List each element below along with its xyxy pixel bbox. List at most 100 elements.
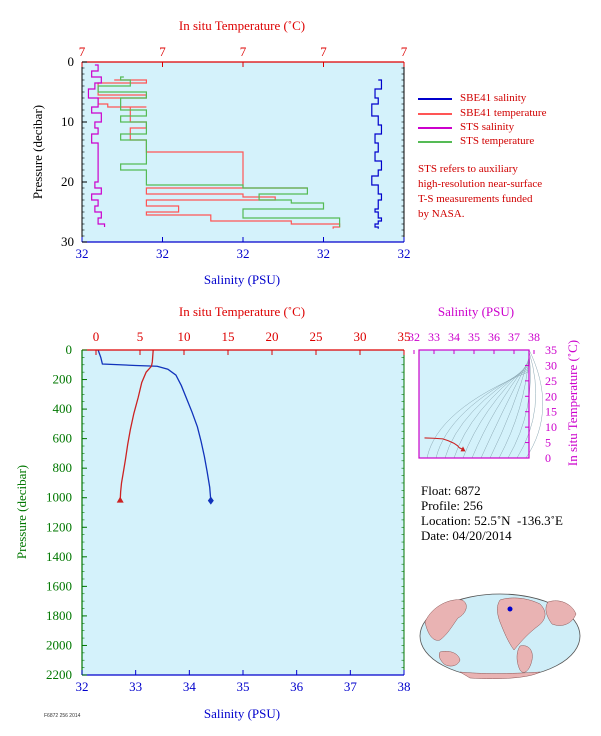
ts-x-tick-label: 34 <box>448 330 460 344</box>
density-contour <box>525 349 544 459</box>
ts-y-tick-label: 20 <box>545 389 557 403</box>
ts-y-tick-label: 35 <box>545 343 557 357</box>
left-tick-label: 10 <box>61 114 74 129</box>
bottom-tick-label: 32 <box>76 679 89 694</box>
location-label: Location: <box>421 513 471 528</box>
left-tick-label: 1600 <box>46 578 72 593</box>
ts-x-tick-label: 36 <box>488 330 500 344</box>
float-id-line: Float: 6872 <box>421 483 481 499</box>
density-contour <box>507 353 531 459</box>
full-depth-panel: 32 33 34 35 36 37 38 0 5 10 15 20 25 30 35 0 200 400 600 80… <box>46 329 411 694</box>
full-depth-plot-area <box>82 350 404 675</box>
date-line: Date: 04/20/2014 <box>421 528 512 544</box>
ts-y-tick-label: 5 <box>545 436 551 450</box>
top-tick-label: 7 <box>401 44 408 59</box>
map-landmass <box>545 600 577 626</box>
note-line: high-resolution near-surface <box>418 178 543 190</box>
series-line <box>97 76 341 227</box>
near-surface-y-axis-label: Pressure (decibar) <box>30 105 45 199</box>
top-tick-label: 15 <box>222 329 235 344</box>
near-surface-top-axis-label: In situ Temperature (˚C) <box>179 18 305 33</box>
top-tick-label: 30 <box>354 329 367 344</box>
float-label: Float: <box>421 483 452 498</box>
series-line <box>371 79 383 229</box>
date-label: Date: <box>421 528 450 543</box>
ts-y-tick-label: 25 <box>545 374 557 388</box>
ts-x-tick-label: 37 <box>508 330 520 344</box>
bottom-tick-label: 35 <box>237 679 250 694</box>
left-tick-label: 800 <box>53 460 73 475</box>
ts-x-axis-label: Salinity (PSU) <box>438 304 514 319</box>
legend-label: SBE41 salinity <box>460 92 527 104</box>
float-location-marker <box>507 606 513 612</box>
sts-note: STS refers to auxiliary high-resolution … <box>418 162 598 222</box>
top-tick-label: 7 <box>159 44 166 59</box>
location-value: 52.5˚N -136.3˚E <box>474 513 563 528</box>
profile-value: 256 <box>463 498 483 513</box>
ts-x-tick-label: 32 <box>408 330 420 344</box>
salinity-end-marker <box>207 496 214 505</box>
salinity-line <box>97 349 212 501</box>
profile-label: Profile: <box>421 498 460 513</box>
location-line: Location: 52.5˚N -136.3˚E <box>421 513 563 529</box>
world-map <box>419 593 581 679</box>
ts-y-tick-label: 15 <box>545 405 557 419</box>
full-depth-top-axis-label: In situ Temperature (˚C) <box>179 304 305 319</box>
top-tick-label: 25 <box>310 329 323 344</box>
near-surface-bottom-axis-label: Salinity (PSU) <box>204 272 280 287</box>
ts-y-tick-label: 10 <box>545 420 557 434</box>
map-landmass <box>459 671 541 679</box>
top-tick-label: 7 <box>320 44 327 59</box>
legend-label: STS salinity <box>460 121 515 133</box>
left-tick-label: 0 <box>68 54 75 69</box>
map-landmass <box>438 651 461 667</box>
left-tick-label: 30 <box>61 234 74 249</box>
bottom-tick-label: 32 <box>317 246 330 261</box>
left-tick-label: 200 <box>53 372 73 387</box>
density-contour <box>471 361 530 459</box>
profile-line: Profile: 256 <box>421 498 483 514</box>
note-line: T-S measurements funded <box>418 193 533 205</box>
density-contour <box>516 351 536 459</box>
bottom-tick-label: 33 <box>129 679 142 694</box>
temperature-line <box>119 349 154 501</box>
bottom-tick-label: 34 <box>183 679 197 694</box>
top-tick-label: 7 <box>79 44 86 59</box>
date-value: 04/20/2014 <box>452 528 512 543</box>
bottom-tick-label: 32 <box>156 246 169 261</box>
left-tick-label: 600 <box>53 431 73 446</box>
left-tick-label: 1400 <box>46 549 72 564</box>
ts-x-tick-label: 38 <box>528 330 540 344</box>
density-contour <box>489 357 530 459</box>
legend-swatch <box>418 127 452 129</box>
ts-x-tick-label: 35 <box>468 330 480 344</box>
top-tick-label: 35 <box>398 329 411 344</box>
top-tick-label: 0 <box>93 329 100 344</box>
left-tick-label: 1000 <box>46 490 72 505</box>
full-depth-bottom-axis-label: Salinity (PSU) <box>204 706 280 721</box>
bottom-tick-label: 38 <box>398 679 411 694</box>
note-line: by NASA. <box>418 208 465 220</box>
note-line: STS refers to auxiliary <box>418 163 518 175</box>
left-tick-label: 1200 <box>46 519 72 534</box>
full-depth-y-axis-label: Pressure (decibar) <box>14 465 29 559</box>
bottom-tick-label: 32 <box>237 246 250 261</box>
map-landmass <box>516 645 533 673</box>
legend-swatch <box>418 141 452 143</box>
density-contour <box>462 363 530 459</box>
left-tick-label: 20 <box>61 174 74 189</box>
legend-label: STS temperature <box>460 135 535 147</box>
bottom-tick-label: 32 <box>76 246 89 261</box>
legend-swatch <box>418 98 452 100</box>
left-tick-label: 2000 <box>46 637 72 652</box>
left-tick-label: 400 <box>53 401 73 416</box>
ts-y-tick-label: 0 <box>545 451 551 465</box>
top-tick-label: 20 <box>266 329 279 344</box>
float-value: 6872 <box>454 483 481 498</box>
ts-y-tick-label: 30 <box>545 358 557 372</box>
legend-swatch <box>418 113 452 115</box>
ts-y-axis-label: In situ Temperature (˚C) <box>565 340 580 466</box>
temperature-end-marker <box>116 496 124 503</box>
left-tick-label: 0 <box>66 342 73 357</box>
